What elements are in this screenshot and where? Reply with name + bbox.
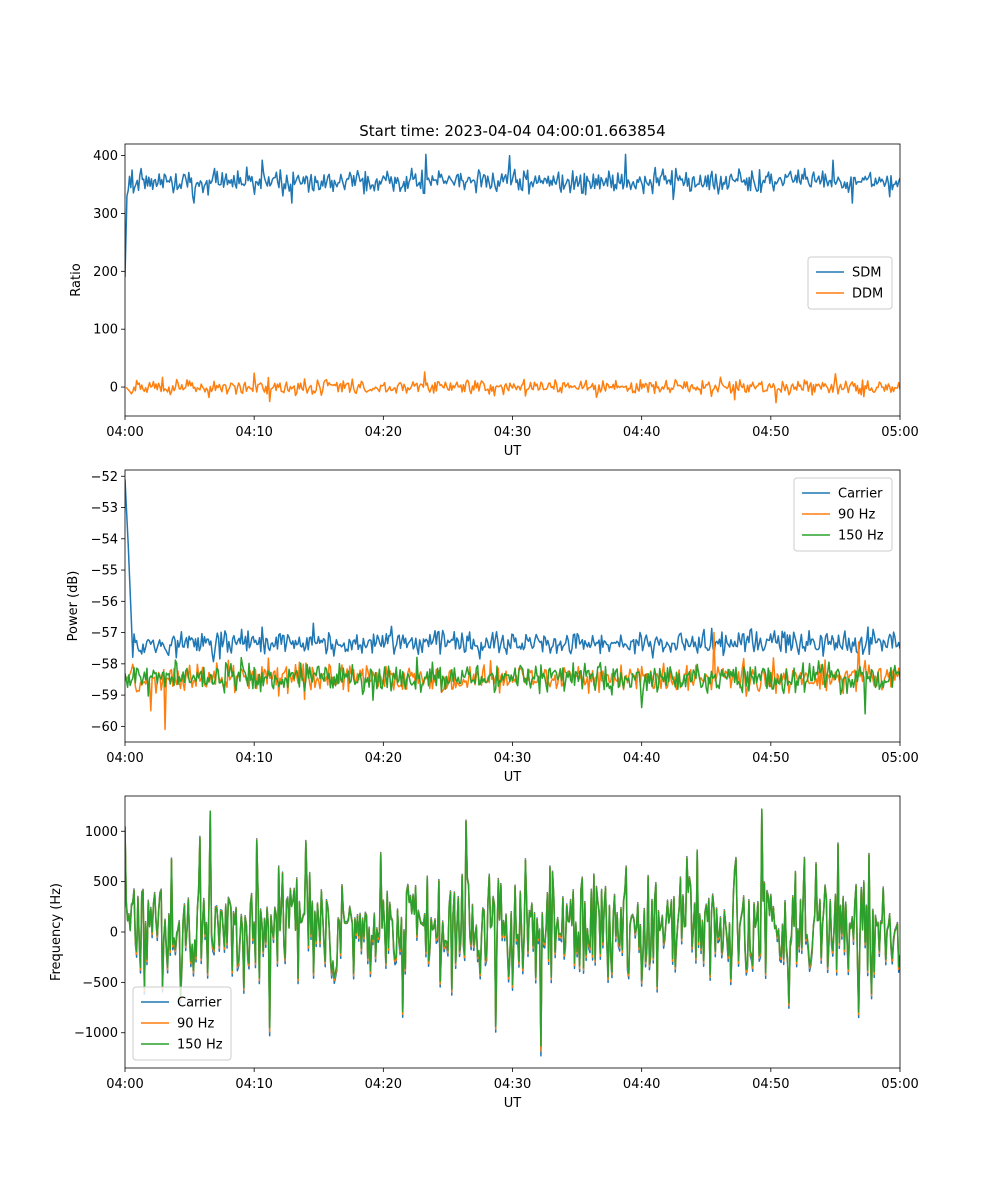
- y-tick-label: 400: [93, 149, 118, 164]
- x-tick-label: 04:50: [752, 751, 789, 766]
- legend-label: 90 Hz: [838, 508, 875, 523]
- legend-label: SDM: [852, 266, 881, 281]
- plot-frame: [124, 469, 901, 743]
- series-line-150-hz: [125, 656, 900, 715]
- x-tick-label: 04:30: [494, 425, 531, 440]
- series-line-carrier: [125, 810, 900, 1057]
- series-line-sdm: [125, 153, 900, 278]
- x-tick-label: 05:00: [881, 425, 918, 440]
- y-tick-label: −55: [91, 564, 118, 579]
- y-tick-label: 0: [110, 926, 118, 941]
- legend-label: DDM: [852, 287, 883, 302]
- series-line-ddm: [125, 371, 900, 404]
- x-tick-label: 04:10: [235, 1077, 272, 1092]
- legend-label: 150 Hz: [177, 1038, 223, 1053]
- y-tick-label: −59: [91, 689, 118, 704]
- y-tick-label: −54: [91, 532, 118, 547]
- legend: Carrier 90 Hz 150 Hz: [132, 986, 232, 1061]
- x-tick-label: 04:20: [365, 1077, 402, 1092]
- y-axis-label: Power (dB): [66, 571, 81, 642]
- chart-panel-1: 04:00 04:10 04:20 04:30 04:40 04:50 05:00 0 100 2…: [69, 143, 919, 459]
- x-tick-label: 05:00: [881, 1077, 918, 1092]
- x-tick-label: 04:00: [106, 1077, 143, 1092]
- x-tick-label: 04:10: [235, 425, 272, 440]
- y-tick-label: −60: [91, 720, 118, 735]
- y-tick-label: −56: [91, 595, 118, 610]
- x-tick-label: 04:00: [106, 751, 143, 766]
- legend-box: [793, 477, 893, 552]
- x-tick-label: 04:30: [494, 751, 531, 766]
- y-tick-label: −1000: [74, 1026, 118, 1041]
- y-tick-label: −57: [91, 626, 118, 641]
- legend-label: Carrier: [177, 996, 222, 1011]
- x-tick-label: 04:40: [623, 425, 660, 440]
- y-tick-label: −53: [91, 501, 118, 516]
- legend-label: Carrier: [838, 487, 883, 502]
- x-tick-label: 04:00: [106, 425, 143, 440]
- y-tick-label: 1000: [85, 825, 118, 840]
- legend-label: 90 Hz: [177, 1017, 214, 1032]
- series-line-150-hz: [125, 808, 900, 1047]
- legend: Carrier 90 Hz 150 Hz: [793, 477, 893, 552]
- x-tick-label: 04:20: [365, 425, 402, 440]
- x-axis-label: UT: [504, 1096, 522, 1111]
- y-tick-label: 200: [93, 265, 118, 280]
- chart-panel-3: 04:00 04:10 04:20 04:30 04:40 04:50 05:00 −1000…: [49, 795, 919, 1111]
- x-axis-label: UT: [504, 770, 522, 785]
- x-tick-label: 04:20: [365, 751, 402, 766]
- legend-label: 150 Hz: [838, 529, 884, 544]
- legend-box: [132, 986, 232, 1061]
- y-tick-label: 0: [110, 381, 118, 396]
- chart-panel-2: 04:00 04:10 04:20 04:30 04:40 04:50 05:00 −60 −5…: [66, 469, 919, 785]
- x-tick-label: 04:10: [235, 751, 272, 766]
- legend: SDM DDM: [807, 256, 893, 310]
- y-tick-label: −58: [91, 657, 118, 672]
- figure-title: Start time: 2023-04-04 04:00:01.663854: [359, 122, 665, 140]
- y-axis-label: Ratio: [69, 263, 84, 296]
- y-tick-label: 100: [93, 323, 118, 338]
- x-tick-label: 04:50: [752, 1077, 789, 1092]
- series-line-carrier: [125, 479, 900, 663]
- chart-panels: 04:00 04:10 04:20 04:30 04:40 04:50 05:00 0 100 2…: [49, 143, 919, 1111]
- x-tick-label: 04:50: [752, 425, 789, 440]
- x-axis-label: UT: [504, 444, 522, 459]
- y-axis-label: Frequency (Hz): [49, 883, 64, 981]
- x-tick-label: 05:00: [881, 751, 918, 766]
- x-tick-label: 04:40: [623, 1077, 660, 1092]
- legend-box: [807, 256, 893, 310]
- y-tick-label: −500: [82, 976, 118, 991]
- x-tick-label: 04:40: [623, 751, 660, 766]
- y-tick-label: −52: [91, 470, 118, 485]
- y-tick-label: 300: [93, 207, 118, 222]
- x-tick-label: 04:30: [494, 1077, 531, 1092]
- y-tick-label: 500: [93, 875, 118, 890]
